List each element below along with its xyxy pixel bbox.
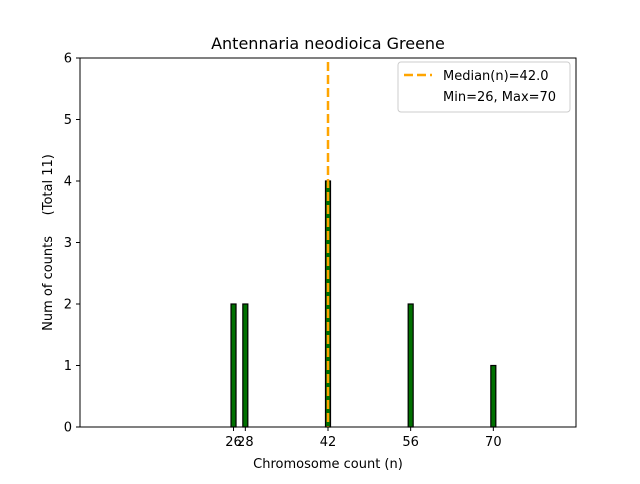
x-tick-label: 42 xyxy=(320,435,337,450)
histogram-bar xyxy=(242,303,249,428)
legend-range-entry: Min=26, Max=70 xyxy=(443,90,556,105)
legend: Median(n)=42.0 Min=26, Max=70 xyxy=(397,61,571,113)
y-axis-label: Num of counts (Total 11) xyxy=(41,154,56,331)
x-axis-label: Chromosome count (n) xyxy=(253,457,403,472)
plot-area-frame xyxy=(79,57,577,428)
x-tick-label: 56 xyxy=(402,435,419,450)
y-axis-ticks: 0 1 2 3 4 5 6 xyxy=(64,52,80,436)
y-tick-label: 4 xyxy=(64,175,72,190)
y-tick-label: 0 xyxy=(64,421,72,436)
y-tick-label: 5 xyxy=(64,113,72,128)
histogram-bar xyxy=(407,303,414,428)
x-tick-label: 28 xyxy=(237,435,254,450)
histogram-bar xyxy=(230,303,237,428)
x-tick-label: 26 xyxy=(225,435,242,450)
legend-median-entry: Median(n)=42.0 xyxy=(443,69,549,84)
chart-title: Antennaria neodioica Greene xyxy=(211,34,445,53)
y-tick-label: 6 xyxy=(64,52,72,67)
y-tick-label: 1 xyxy=(64,359,72,374)
y-tick-label: 3 xyxy=(64,236,72,251)
histogram-bar xyxy=(490,364,497,428)
x-tick-label: 70 xyxy=(485,435,502,450)
y-tick-label: 2 xyxy=(64,298,72,313)
legend-box xyxy=(397,61,571,113)
